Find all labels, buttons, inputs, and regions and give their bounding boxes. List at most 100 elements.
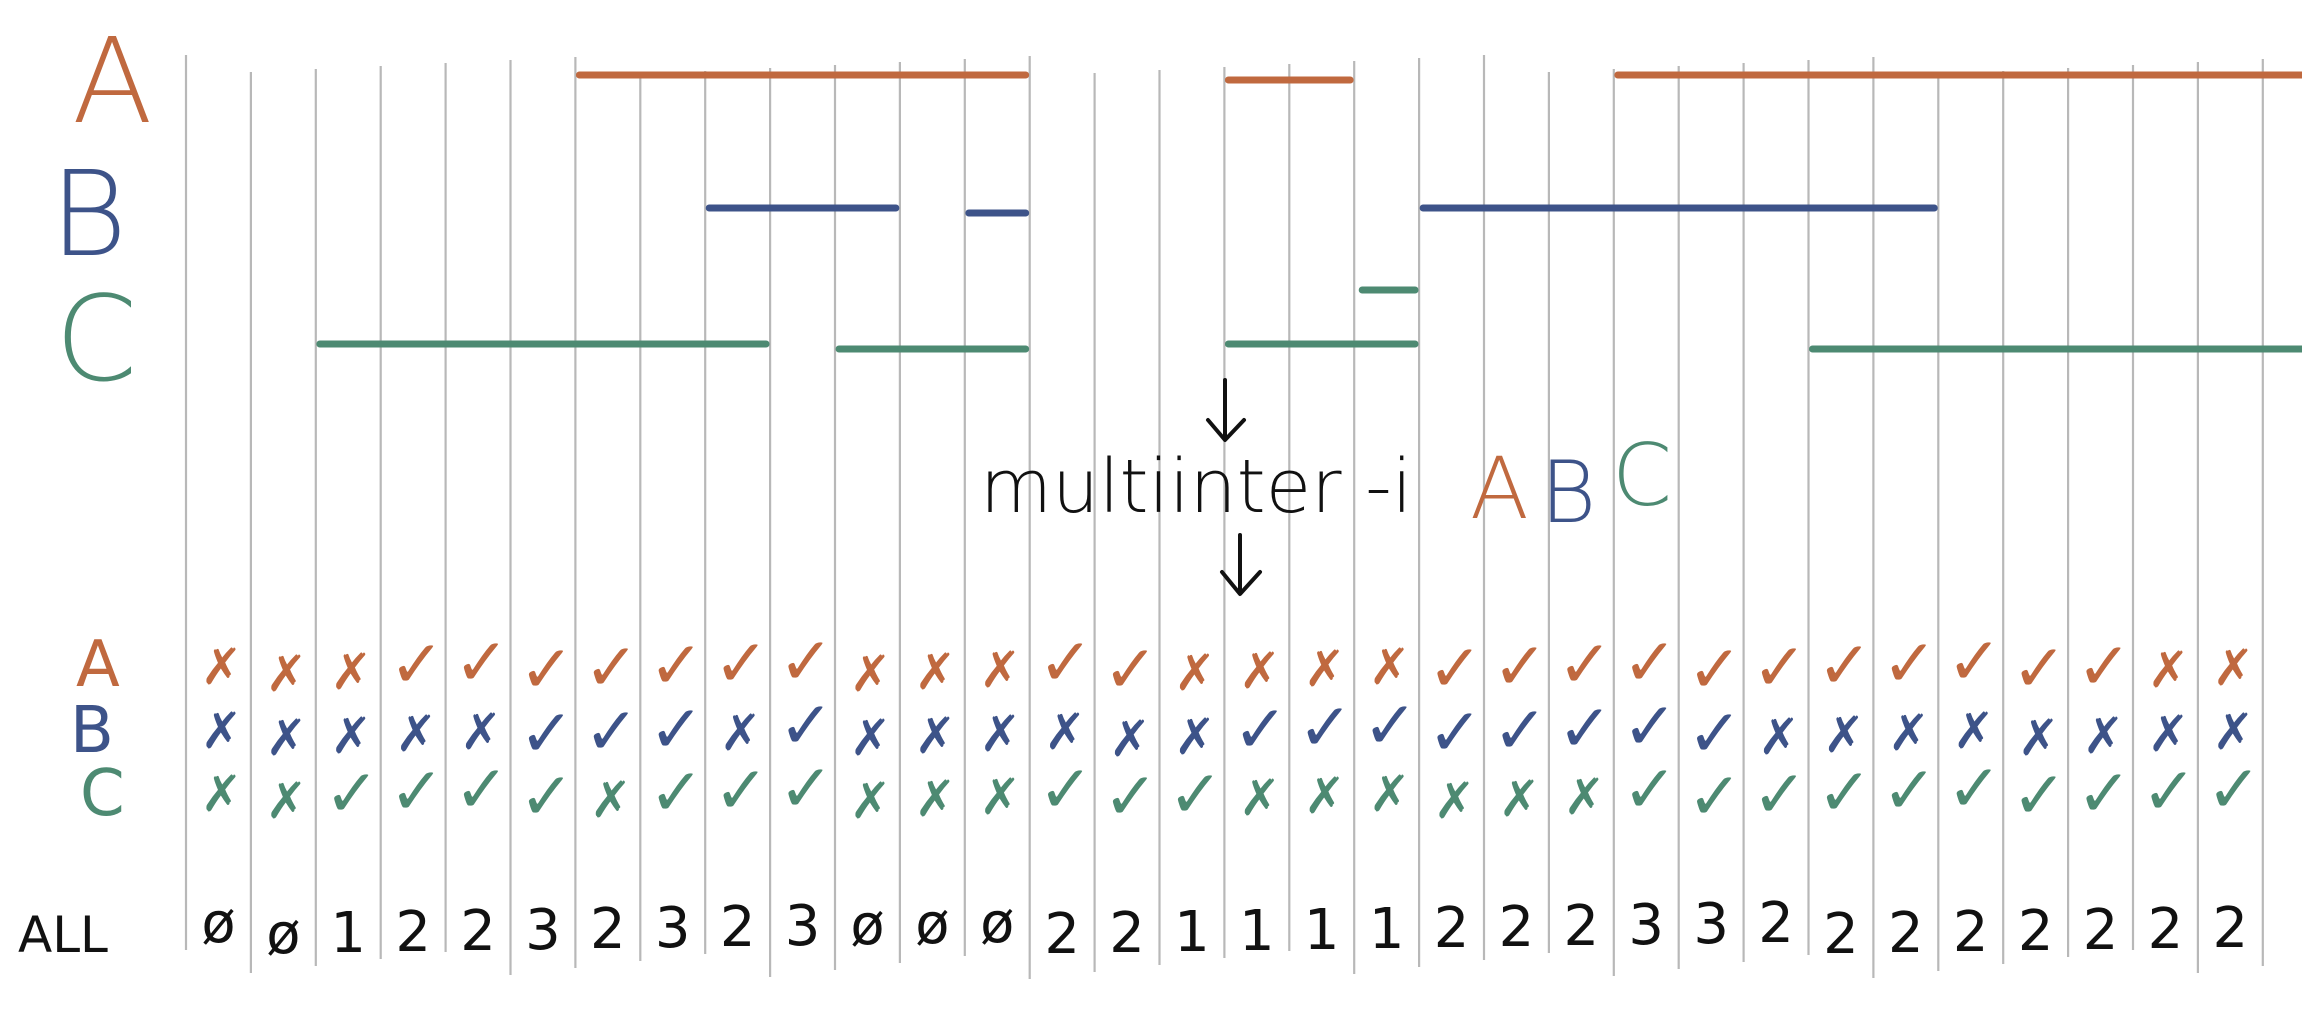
overlap-count: 2 [1953,900,1989,965]
track-label-b: B [50,145,127,283]
check-icon: ✓ [1947,750,2002,827]
overlap-count: 2 [1434,896,1470,961]
check-icon: ✓ [2077,755,2132,832]
cross-icon: ✗ [265,709,307,767]
check-icon: ✓ [1882,752,1937,829]
check-icon: ✓ [584,629,639,706]
cross-icon: ✗ [200,702,242,760]
cross-icon: ✗ [330,707,372,765]
cross-icon: ✗ [1498,770,1540,828]
cross-icon: ✗ [1563,768,1605,826]
overlap-count: 3 [655,896,691,961]
row-label-b: B [70,694,114,768]
check-icon: ✓ [649,691,704,768]
overlap-count: 2 [2083,898,2119,963]
check-icon: ✓ [779,750,834,827]
check-icon: ✓ [1817,754,1872,831]
cross-icon: ✗ [265,772,307,830]
cross-icon: ✗ [1174,708,1216,766]
interval-tracks [316,71,2302,353]
command-annotation: multiinter -i A B C [980,378,1672,596]
command-input-a: A [1470,439,1529,539]
check-icon: ✓ [1038,624,1093,701]
overlap-count: 3 [785,894,821,959]
track-label-a: A [72,12,153,150]
track-label-c: C [55,270,137,408]
command-input-b: B [1540,443,1596,543]
overlap-count: 1 [1174,900,1210,965]
cross-icon: ✗ [1369,638,1411,696]
overlap-count: 3 [1628,893,1664,958]
overlap-count: 2 [1888,901,1924,966]
overlap-count: 2 [1499,895,1535,960]
cross-icon: ✗ [1239,769,1281,827]
check-icon: ✓ [2077,628,2132,705]
check-icon: ✓ [519,758,574,835]
check-icon: ✓ [389,626,444,703]
grid-lines [184,55,2264,979]
check-icon: ✓ [1103,631,1158,708]
cross-icon: ✗ [849,772,891,830]
cross-icon: ✗ [849,645,891,703]
check-icon: ✓ [324,755,379,832]
cross-icon: ✗ [265,645,307,703]
all-row-label: ALL [18,906,108,964]
check-icon: ✓ [1752,756,1807,833]
check-icon: ✓ [1428,630,1483,707]
check-icon: ✓ [2012,757,2067,834]
overlap-count: 2 [720,895,756,960]
cross-icon: ✗ [2212,703,2254,761]
row-label-a: A [76,628,120,702]
cross-icon: ✗ [200,638,242,696]
overlap-count: 3 [525,898,561,963]
check-icon: ✓ [1622,751,1677,828]
cross-icon: ✗ [720,704,762,762]
command-input-c: C [1612,426,1672,526]
check-icon: ✓ [649,754,704,831]
overlap-count: 2 [1758,891,1794,956]
check-icon: ✓ [1492,628,1547,705]
cross-icon: ✗ [2147,705,2189,763]
check-icon: ✓ [1622,624,1677,701]
overlap-count: ø [201,891,235,956]
check-icon: ✓ [1103,758,1158,835]
cross-icon: ✗ [1044,703,1086,761]
cross-icon: ✗ [979,768,1021,826]
cross-icon: ✗ [200,765,242,823]
cross-icon: ✗ [2212,639,2254,697]
cross-icon: ✗ [914,707,956,765]
check-icon: ✓ [779,687,834,764]
check-icon: ✓ [1428,694,1483,771]
cross-icon: ✗ [395,705,437,763]
cross-icon: ✗ [2147,641,2189,699]
overlap-count: 2 [1044,902,1080,967]
cross-icon: ✗ [330,643,372,701]
overlap-count: 2 [2148,897,2184,962]
check-icon: ✓ [454,751,509,828]
check-icon: ✓ [584,693,639,770]
arrow-down-top-icon [1206,378,1246,442]
cross-icon: ✗ [849,709,891,767]
check-icon: ✓ [2141,753,2196,830]
overlap-count: 2 [2018,899,2054,964]
overlap-count: 2 [2213,896,2249,961]
check-icon: ✓ [714,625,769,702]
overlap-count: 1 [1304,898,1340,963]
check-icon: ✓ [1687,695,1742,772]
overlap-count: 2 [1823,902,1859,967]
check-icon: ✓ [1622,688,1677,765]
cross-icon: ✗ [590,771,632,829]
check-icon: ✓ [1233,691,1288,768]
row-label-c: C [80,757,125,831]
check-icon: ✓ [1687,758,1742,835]
check-icon: ✓ [2206,751,2261,828]
cross-icon: ✗ [1758,708,1800,766]
arrow-down-bottom-icon [1220,533,1262,596]
overlap-count: 2 [460,899,496,964]
overlap-count: 1 [1369,897,1405,962]
cross-icon: ✗ [2083,707,2125,765]
check-icon: ✓ [389,753,444,830]
cross-icon: ✗ [1369,765,1411,823]
check-icon: ✓ [1817,627,1872,704]
